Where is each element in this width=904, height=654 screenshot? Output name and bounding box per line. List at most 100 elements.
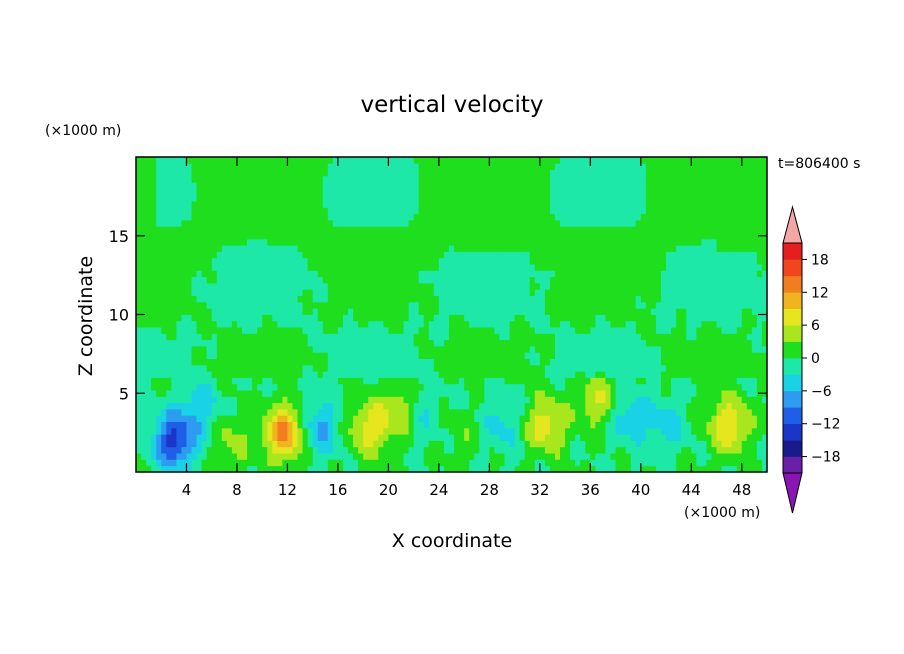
heatmap-cell — [499, 327, 505, 334]
heatmap-cell — [524, 308, 531, 315]
heatmap-cell — [570, 459, 576, 467]
heatmap-cell — [590, 251, 596, 259]
heatmap-cell — [216, 333, 223, 341]
heatmap-cell — [731, 232, 738, 240]
heatmap-cell — [666, 346, 672, 353]
heatmap-cell — [539, 339, 546, 347]
heatmap-cell — [565, 232, 571, 240]
heatmap-cell — [660, 427, 667, 435]
heatmap-cell — [327, 383, 334, 391]
heatmap-cell — [514, 289, 521, 296]
heatmap-cell — [519, 327, 526, 334]
heatmap-cell — [297, 352, 303, 359]
heatmap-cell — [327, 276, 334, 284]
heatmap-cell — [196, 226, 203, 233]
heatmap-cell — [529, 270, 536, 278]
heatmap-cell — [191, 314, 197, 322]
heatmap-cell — [640, 289, 647, 296]
heatmap-cell — [196, 270, 203, 278]
heatmap-cell — [156, 453, 162, 460]
heatmap-cell — [317, 232, 324, 240]
heatmap-cell — [166, 396, 172, 404]
heatmap-cell — [489, 377, 495, 385]
heatmap-cell — [469, 320, 475, 328]
heatmap-cell — [277, 339, 283, 347]
heatmap-cell — [292, 446, 298, 454]
heatmap-cell — [494, 301, 500, 309]
heatmap-cell — [524, 434, 531, 441]
heatmap-cell — [590, 320, 596, 328]
heatmap-cell — [277, 402, 283, 410]
heatmap-cell — [287, 289, 293, 296]
heatmap-cell — [736, 421, 743, 429]
heatmap-cell — [751, 245, 758, 252]
heatmap-cell — [570, 220, 576, 227]
heatmap-cell — [666, 446, 672, 454]
heatmap-cell — [403, 459, 409, 467]
heatmap-cell — [605, 339, 611, 347]
heatmap-cell — [448, 358, 455, 366]
heatmap-cell — [383, 283, 389, 290]
heatmap-cell — [272, 446, 278, 454]
heatmap-cell — [630, 270, 637, 278]
heatmap-cell — [277, 396, 283, 404]
heatmap-cell — [736, 371, 743, 378]
heatmap-cell — [358, 352, 364, 359]
heatmap-cell — [337, 459, 344, 467]
heatmap-cell — [625, 327, 632, 334]
heatmap-cell — [494, 421, 500, 429]
heatmap-cell — [383, 333, 389, 341]
heatmap-cell — [378, 390, 384, 397]
heatmap-cell — [706, 220, 712, 227]
heatmap-cell — [645, 415, 652, 422]
heatmap-cell — [176, 421, 182, 429]
heatmap-cell — [141, 220, 147, 227]
heatmap-cell — [544, 238, 551, 246]
heatmap-cell — [342, 251, 349, 259]
heatmap-cell — [358, 377, 364, 385]
heatmap-cell — [590, 427, 596, 435]
heatmap-cell — [231, 459, 238, 467]
heatmap-cell — [226, 301, 233, 309]
heatmap-cell — [494, 402, 500, 410]
heatmap-cell — [302, 358, 309, 366]
heatmap-cell — [368, 427, 374, 435]
heatmap-cell — [630, 421, 637, 429]
heatmap-cell — [539, 346, 546, 353]
heatmap-cell — [499, 465, 505, 473]
heatmap-cell — [247, 339, 253, 347]
heatmap-cell — [509, 283, 515, 290]
heatmap-cell — [201, 251, 208, 259]
heatmap-cell — [454, 371, 460, 378]
heatmap-cell — [151, 276, 157, 284]
heatmap-cell — [252, 371, 258, 378]
heatmap-cell — [691, 308, 697, 315]
heatmap-cell — [600, 440, 606, 448]
heatmap-cell — [479, 390, 485, 397]
heatmap-cell — [413, 276, 420, 284]
heatmap-cell — [257, 459, 263, 467]
heatmap-cell — [262, 371, 268, 378]
heatmap-cell — [554, 390, 561, 397]
heatmap-cell — [146, 264, 152, 271]
heatmap-cell — [433, 314, 440, 322]
heatmap-cell — [206, 314, 213, 322]
heatmap-cell — [327, 251, 334, 259]
heatmap-cell — [524, 396, 531, 404]
heatmap-cell — [635, 320, 642, 328]
heatmap-cell — [378, 453, 384, 460]
heatmap-cell — [549, 289, 556, 296]
heatmap-cell — [312, 427, 319, 435]
heatmap-cell — [726, 409, 733, 416]
heatmap-cell — [171, 409, 177, 416]
heatmap-cell — [746, 352, 753, 359]
heatmap-cell — [620, 308, 627, 315]
heatmap-cell — [151, 251, 157, 259]
heatmap-cell — [211, 339, 218, 347]
heatmap-cell — [630, 333, 637, 341]
heatmap-cell — [438, 446, 445, 454]
heatmap-cell — [247, 289, 253, 296]
heatmap-cell — [529, 301, 536, 309]
heatmap-cell — [211, 377, 218, 385]
heatmap-cell — [610, 264, 616, 271]
